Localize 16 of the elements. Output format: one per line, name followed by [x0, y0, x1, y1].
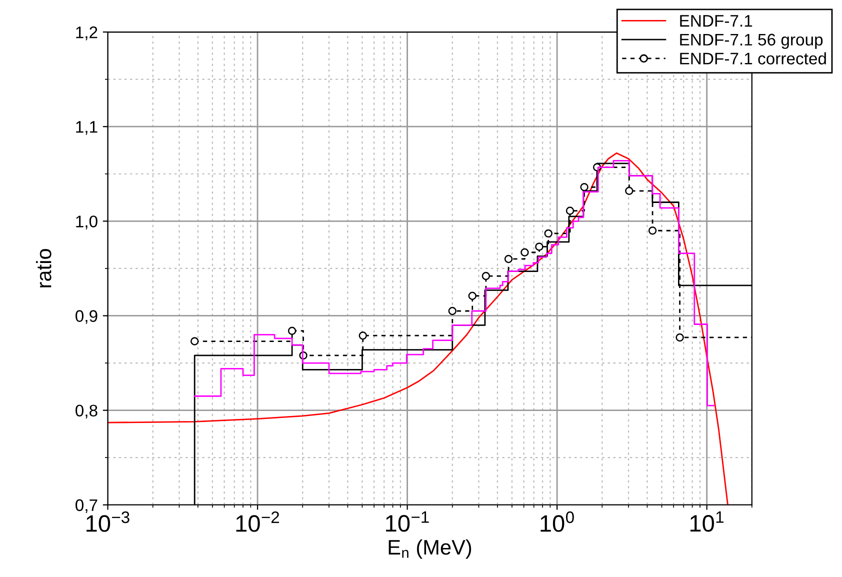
x-tick-label: 10$^{−1}$: [386, 511, 429, 532]
legend-label: ENDF-7.1 corrected: [680, 52, 826, 64]
y-axis-title: ratio: [36, 249, 52, 288]
y-tick-label: 1,0: [76, 216, 98, 230]
x-tick-label: 10$^{1}$: [690, 511, 724, 532]
x-axis-title: E$_{n}$ (MeV): [388, 539, 472, 559]
y-tick-label: 1,1: [76, 121, 98, 135]
x-tick-label: 10$^{−2}$: [236, 511, 280, 532]
y-tick-label: 0,8: [76, 404, 98, 418]
legend-label: ENDF-7.1: [680, 15, 752, 27]
y-tick-label: 0,9: [76, 310, 98, 324]
x-tick-label: 10$^{0}$: [540, 511, 574, 532]
x-tick-label: 10$^{−3}$: [86, 511, 130, 532]
legend-label: ENDF-7.1 56 group: [680, 34, 823, 49]
y-tick-label: 0,7: [76, 499, 98, 514]
y-tick-label: 1,2: [76, 26, 98, 40]
